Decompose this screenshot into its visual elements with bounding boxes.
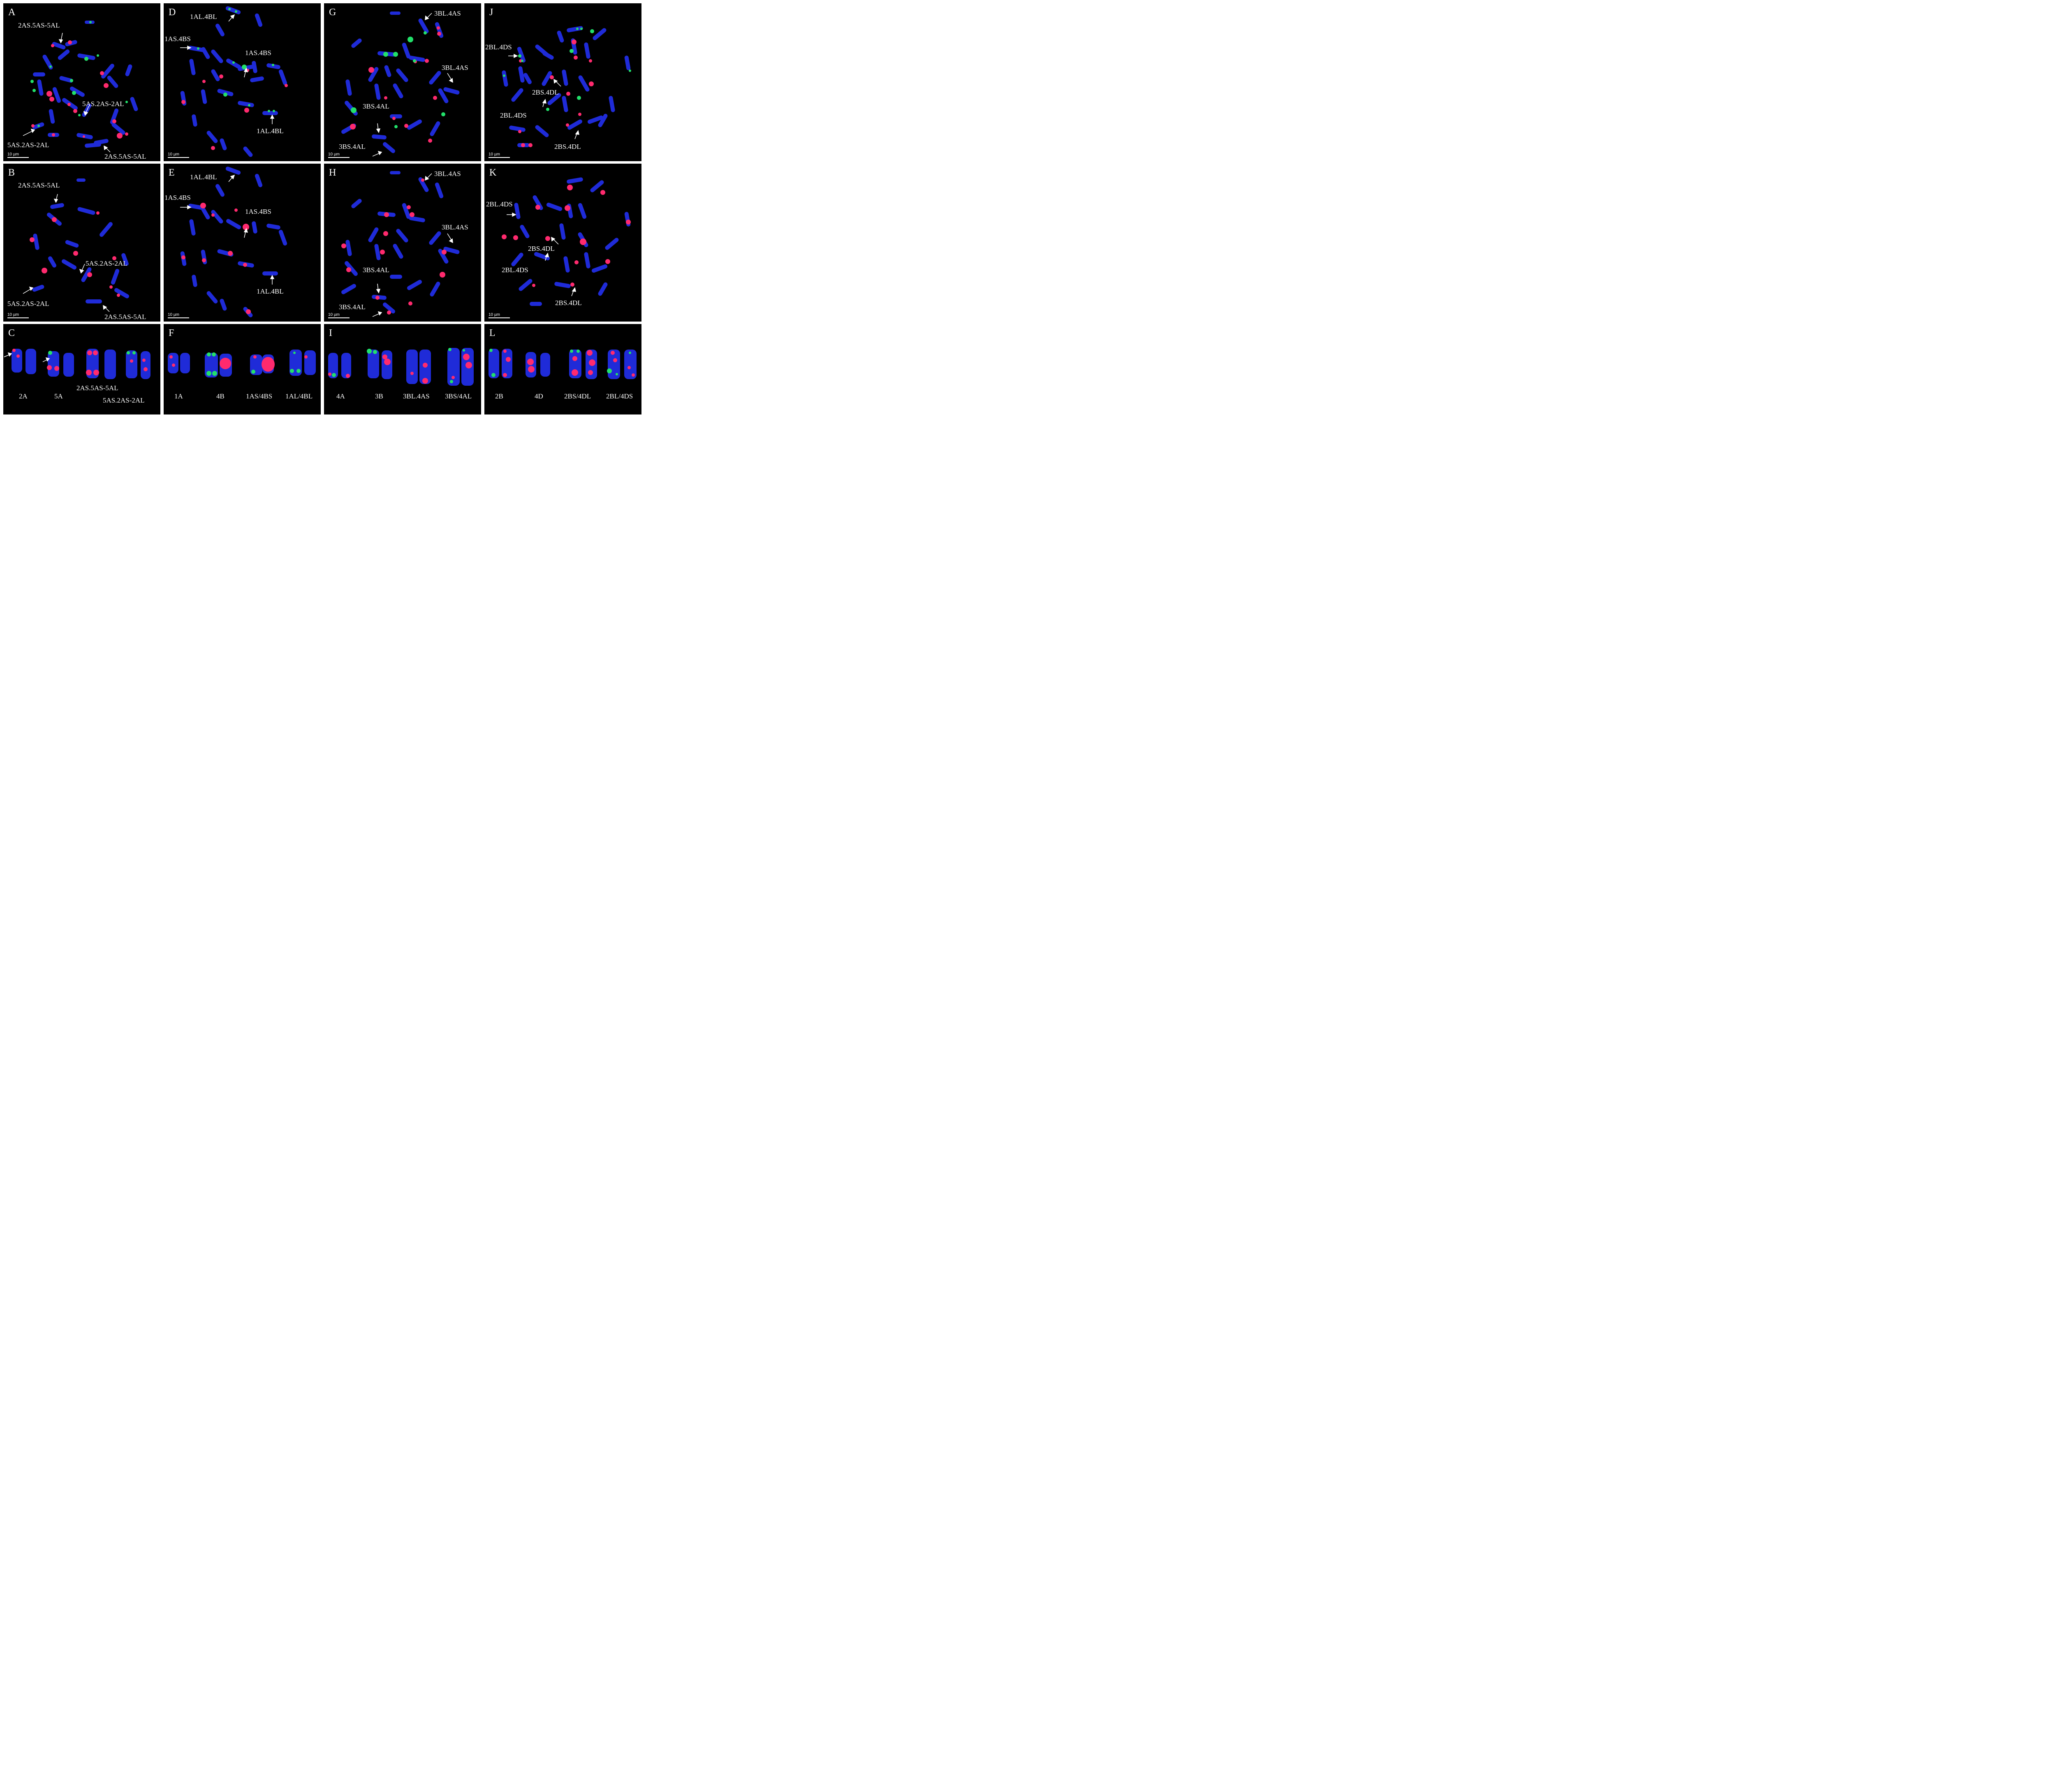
chromosome-label: 2AS.5AS-5AL [18, 21, 60, 29]
panel-letter: H [329, 167, 336, 178]
karyotype-label: 5A [54, 392, 63, 400]
chromosome-label: 2BS.4DL [532, 88, 559, 96]
panel-i: I 4A 3B 3BL.4AS 3BS/4AL [324, 324, 481, 414]
karyotype-label: 1AL/4BL [285, 392, 313, 400]
karyotype-label: 2A [19, 392, 28, 400]
karyotype-row [4, 349, 150, 379]
chromosome-label: 5AS.2AS-2AL [7, 300, 49, 308]
chromosome-label: 3BL.4AS [442, 223, 468, 231]
chromosome-label: 5AS.2AS-2AL [7, 141, 49, 149]
chromosome-label: 3BS.4AL [363, 266, 389, 274]
chromosome-label: 1AL.4BL [257, 287, 284, 295]
panel-e: E 1AL.4BL 1AS.4BS 1AS.4BS 1AL.4BL 10 µm [164, 164, 321, 322]
chromosome-label: 2BS.4DL [528, 245, 555, 252]
panel-j: J 2BL.4DS 2BS.4DL 2BL.4DS 2BS.4DL 10 µm [484, 3, 641, 161]
chromosome-label: 2AS.5AS-5AL [104, 153, 146, 160]
chromosome-label: 3BL.4AS [442, 64, 468, 72]
chromosome-label: 2BL.4DS [486, 200, 513, 208]
karyotype-label: 4B [216, 392, 225, 400]
scale-bar: 10 µm [7, 153, 29, 158]
chromosome-label: 2BS.4DL [555, 299, 582, 307]
panel-f: F 1A 4B 1AS/4BS 1AL/4BL [164, 324, 321, 414]
metaphase-spread [30, 178, 129, 303]
panel-g: G 3BL.4AS 3BL.4AS 3BS.4AL 3BS.4AL 10 µm [324, 3, 481, 161]
chromosome-label: 1AL.4BL [190, 173, 217, 181]
panel-b: B 2AS.5AS-5AL 5AS.2AS-2AL 5AS.2AS-2AL 2A… [3, 164, 160, 322]
fish-figure: A 2AS.5AS-5AL 5AS.2AS-2AL 5AS.2AS-2AL 2A… [0, 0, 645, 418]
karyotype-label: 2B [495, 392, 503, 400]
panel-c: C 2A 5A 2AS.5AS-5AL 5AS.2AS-2AL [3, 324, 160, 414]
metaphase-spread [502, 26, 631, 147]
panel-letter: F [169, 328, 174, 338]
karyotype-label: 2AS.5AS-5AL [76, 384, 118, 392]
karyotype-label: 2BL/4DS [606, 392, 633, 400]
chromosome-label: 3BS.4AL [363, 102, 389, 110]
chromosome-label: 2BS.4DL [554, 143, 581, 150]
chromosome-label: 1AS.4BS [164, 35, 191, 43]
karyotype-label: 5AS.2AS-2AL [103, 396, 145, 404]
chromosome-label: 3BL.4AS [434, 9, 461, 17]
scale-bar: 10 µm [328, 313, 350, 318]
panel-letter: I [329, 328, 332, 338]
karyotype-label: 2BS/4DL [564, 392, 591, 400]
scale-bar: 10 µm [489, 313, 510, 318]
panel-letter: K [489, 167, 497, 178]
metaphase-spread [502, 177, 631, 306]
metaphase-spread [341, 12, 460, 153]
karyotype-label: 3BS/4AL [445, 392, 472, 400]
metaphase-spread [30, 21, 138, 148]
panel-h: H 3BL.4AS 3BL.4AS 3BS.4AL 3BS.4AL 10 µm [324, 164, 481, 322]
karyotype-row [489, 349, 637, 379]
panel-d: D 1AL.4BL 1AS.4BS 1AS.4BS 1AL.4BL 10 µm [164, 3, 321, 161]
scale-bar: 10 µm [168, 313, 189, 318]
karyotype-label: 3B [375, 392, 383, 400]
scale-bar: 10 µm [328, 153, 350, 158]
metaphase-spread [180, 6, 288, 157]
scale-bar: 10 µm [489, 153, 510, 158]
chromosome-label: 1AL.4BL [190, 13, 217, 21]
panel-letter: A [8, 7, 16, 18]
chromosome-label: 1AS.4BS [245, 49, 271, 57]
chromosome-label: 3BS.4AL [339, 303, 366, 311]
chromosome-label: 3BL.4AS [434, 170, 461, 178]
chromosome-label: 2AS.5AS-5AL [18, 181, 60, 189]
karyotype-label: 1A [174, 392, 183, 400]
chromosome-label: 2BL.4DS [500, 111, 527, 119]
scale-bar: 10 µm [168, 153, 189, 158]
panel-letter: J [489, 7, 493, 18]
chromosome-label: 2AS.5AS-5AL [104, 313, 146, 321]
panel-letter: D [169, 7, 176, 18]
karyotype-row [328, 348, 474, 386]
karyotype-label: 4A [336, 392, 345, 400]
panel-l: L 2B 4D 2BS/4DL 2BL/4DS [484, 324, 641, 414]
panel-letter: E [169, 167, 175, 178]
karyotype-row [168, 350, 316, 377]
chromosome-label: 1AS.4BS [164, 194, 191, 201]
chromosome-label: 1AL.4BL [257, 127, 284, 135]
panel-a: A 2AS.5AS-5AL 5AS.2AS-2AL 5AS.2AS-2AL 2A… [3, 3, 160, 161]
panel-k: K 2BL.4DS 2BS.4DL 2BL.4DS 2BS.4DL 10 µm [484, 164, 641, 322]
panel-letter: L [489, 328, 495, 338]
metaphase-spread [180, 167, 287, 317]
metaphase-spread [341, 171, 460, 315]
chromosome-label: 3BS.4AL [339, 143, 366, 150]
chromosome-label: 1AS.4BS [245, 208, 271, 215]
scale-bar: 10 µm [7, 313, 29, 318]
karyotype-label: 3BL.4AS [403, 392, 430, 400]
chromosome-label: 2BL.4DS [502, 266, 528, 274]
panel-letter: C [8, 328, 15, 338]
chromosome-label: 2BL.4DS [485, 43, 512, 51]
chromosome-label: 5AS.2AS-2AL [82, 100, 124, 108]
panel-letter: G [329, 7, 336, 18]
chromosome-label: 5AS.2AS-2AL [86, 259, 127, 267]
karyotype-label: 4D [535, 392, 543, 400]
karyotype-label: 1AS/4BS [246, 392, 273, 400]
panel-letter: B [8, 167, 15, 178]
